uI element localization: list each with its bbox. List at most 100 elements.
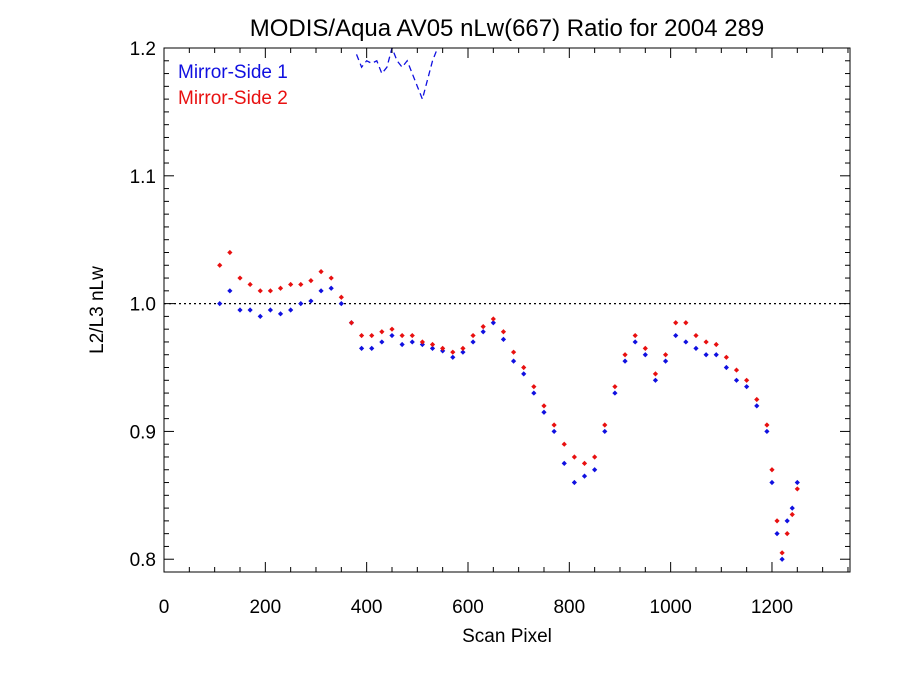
mirror-side-2-point <box>693 332 699 339</box>
mirror-side-1-point <box>769 479 775 486</box>
mirror-side-1-point <box>500 336 507 342</box>
mirror-side-1-point <box>779 556 785 562</box>
mirror-side-2-point <box>399 332 405 339</box>
mirror-side-2-point <box>683 320 689 326</box>
mirror-side-1-point <box>308 298 314 304</box>
mirror-side-1-point <box>358 345 365 351</box>
mirror-side-1-point <box>784 518 790 524</box>
mirror-side-2-point <box>642 345 648 351</box>
mirror-side-1-point <box>510 358 517 364</box>
mirror-side-1-point <box>789 505 795 511</box>
mirror-side-2-point <box>769 467 775 473</box>
mirror-side-1-point <box>622 358 628 364</box>
mirror-side-1-point <box>642 352 648 358</box>
mirror-side-2-point <box>592 454 598 460</box>
mirror-side-1-point <box>683 339 689 345</box>
mirror-side-2-point <box>490 316 496 322</box>
mirror-side-2-point <box>652 371 659 377</box>
mirror-side-2-point <box>521 364 527 371</box>
mirror-side-2-point <box>480 324 486 330</box>
mirror-side-2-point <box>470 332 476 339</box>
mirror-side-2-point <box>237 275 243 281</box>
mirror-side-2-point <box>789 511 795 518</box>
mirror-side-2-point <box>561 441 567 447</box>
mirror-side-2-point <box>419 339 425 345</box>
mirror-side-1-point <box>450 354 456 360</box>
mirror-side-1-point <box>703 352 709 358</box>
mirror-side-2-point <box>358 332 365 339</box>
mirror-side-1-point <box>774 531 780 537</box>
mirror-side-2-point <box>794 486 800 492</box>
mirror-side-1-point <box>764 428 770 435</box>
mirror-side-1-point <box>490 320 496 326</box>
mirror-side-1-point <box>581 473 588 479</box>
mirror-side-1-point <box>673 332 679 339</box>
mirror-side-2-point <box>257 288 263 294</box>
mirror-side-2-point <box>338 294 344 300</box>
mirror-side-1-point <box>389 332 395 339</box>
y-tick-label: 1.2 <box>130 39 156 60</box>
mirror-side-2-point <box>703 339 709 345</box>
mirror-side-1-point <box>257 313 263 319</box>
mirror-side-1-point <box>521 371 527 377</box>
mirror-side-1-point <box>632 339 638 345</box>
legend-mirror-side-1: Mirror-Side 1 <box>178 62 288 83</box>
mirror-side-1-point <box>733 377 740 383</box>
mirror-side-1-point <box>551 428 557 435</box>
mirror-side-1-point <box>480 329 486 335</box>
mirror-side-2-point <box>369 332 375 339</box>
mirror-side-2-point <box>379 329 385 335</box>
mirror-side-2-point <box>460 345 466 351</box>
x-tick-label: 600 <box>452 597 484 618</box>
x-axis-ticks: 0 200 400 600 800 1000 1200 <box>159 48 849 618</box>
mirror-side-1-point <box>369 345 375 351</box>
mirror-side-1-point <box>460 349 466 355</box>
mirror-side-1-point <box>612 390 618 396</box>
mirror-side-1-point <box>277 311 284 317</box>
mirror-side-1-point <box>237 307 243 313</box>
mirror-side-2-point <box>318 269 324 275</box>
x-tick-label: 1000 <box>650 597 692 618</box>
x-tick-label: 400 <box>351 597 383 618</box>
mirror-side-2-point <box>267 288 273 294</box>
plot-frame <box>163 47 851 573</box>
mirror-side-2-point <box>764 422 770 428</box>
mirror-side-1-point <box>399 341 405 348</box>
mirror-side-1-point <box>318 288 324 294</box>
mirror-side-2-point <box>632 332 638 339</box>
mirror-side-2-point <box>784 531 790 537</box>
y-tick-label: 0.8 <box>130 550 156 571</box>
mirror-side-1-point <box>592 467 598 473</box>
mirror-side-1-point <box>794 479 800 486</box>
mirror-side-1-point <box>662 358 669 364</box>
mirror-side-1-point <box>429 345 436 351</box>
mirror-side-1-point <box>288 307 294 313</box>
mirror-side-2-point <box>500 329 507 335</box>
mirror-side-1-point <box>267 307 273 313</box>
mirror-side-2-point <box>733 367 740 373</box>
mirror-side-2-point <box>723 354 729 360</box>
mirror-side-2-point <box>328 275 334 281</box>
y-tick-label: 1.1 <box>130 167 156 188</box>
mirror-side-1-point <box>723 364 729 371</box>
y-axis-ticks: 0.8 0.9 1.0 1.1 1.2 <box>130 39 850 571</box>
y-tick-label: 0.9 <box>130 422 156 443</box>
mirror-side-1-dashed-line <box>355 48 439 102</box>
mirror-side-2-point <box>612 384 618 390</box>
mirror-side-2-point <box>429 341 436 348</box>
mirror-side-2-point <box>227 249 233 256</box>
mirror-side-2-point <box>713 341 719 348</box>
mirror-side-2-point <box>571 454 577 460</box>
mirror-side-1-point <box>693 345 699 351</box>
mirror-side-1-point <box>561 460 567 466</box>
y-tick-label: 1.0 <box>130 295 156 316</box>
mirror-side-1-dashed-line <box>781 48 783 50</box>
mirror-side-1-point <box>338 301 344 307</box>
mirror-side-1-point <box>298 301 304 307</box>
mirror-side-2-point <box>277 285 284 291</box>
mirror-side-2-point <box>541 403 547 409</box>
dashed-series <box>355 48 783 102</box>
mirror-side-2-point <box>288 281 294 288</box>
mirror-side-2-point <box>450 349 456 355</box>
